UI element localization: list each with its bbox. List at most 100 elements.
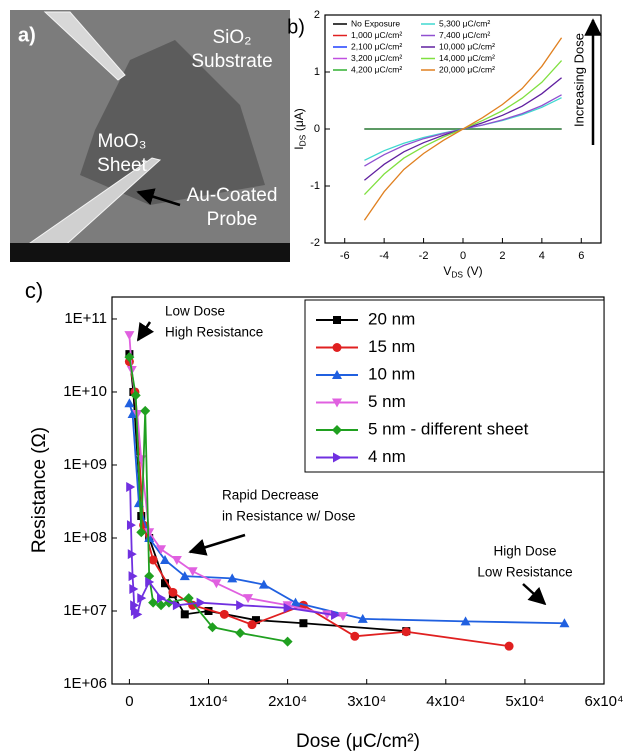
x-tick-label: 0 — [125, 693, 133, 710]
sem-image: a) SiO₂ Substrate MoO₃ Sheet Au-Coated P… — [10, 10, 290, 262]
marker — [504, 641, 514, 651]
y-tick-label: 1E+09 — [63, 456, 107, 473]
marker — [183, 593, 194, 604]
annotation: in Resistance w/ Dose — [222, 509, 356, 524]
marker — [227, 573, 238, 583]
y-axis-title: Resistance (Ω) — [29, 427, 50, 553]
annotation: Sheet — [97, 155, 147, 176]
legend-marker — [332, 425, 342, 435]
marker — [137, 593, 147, 604]
x-tick-label: 4 — [539, 250, 545, 262]
legend-label: 5 nm — [368, 392, 406, 411]
x-axis-title-unit: (V) — [467, 264, 483, 278]
y-tick-label: -2 — [310, 237, 320, 249]
legend-label: 20,000 μC/cm² — [439, 64, 495, 74]
legend-box — [304, 299, 605, 473]
x-axis-title-main: V — [443, 264, 451, 278]
marker — [235, 627, 246, 638]
annotation: Substrate — [191, 51, 272, 72]
marker — [290, 597, 301, 607]
marker — [196, 597, 206, 608]
legend-marker — [332, 398, 342, 408]
x-tick-label: 4x10⁴ — [426, 693, 465, 710]
marker — [127, 549, 137, 560]
marker — [160, 579, 169, 588]
marker — [322, 610, 333, 620]
marker — [124, 331, 135, 341]
panel-label: a) — [18, 24, 36, 46]
legend-label: 7,400 μC/cm² — [439, 30, 490, 40]
marker — [258, 579, 269, 589]
plot-frame — [111, 296, 605, 685]
marker — [331, 610, 341, 621]
probe-top — [43, 11, 126, 81]
y-tick-label: 1E+10 — [63, 383, 107, 400]
marker — [127, 408, 138, 418]
y-tick-label: 0 — [314, 123, 320, 135]
x-tick-label: -2 — [419, 250, 429, 262]
panel-label: b) — [287, 16, 305, 38]
marker — [350, 631, 360, 641]
marker — [243, 594, 254, 604]
marker — [129, 584, 139, 595]
marker — [219, 609, 229, 619]
marker — [126, 481, 136, 492]
legend-label: 15 nm — [368, 337, 415, 356]
x-tick-label: 2x10⁴ — [268, 693, 307, 710]
y-tick-label: 2 — [314, 9, 320, 21]
marker — [156, 600, 167, 611]
legend-label: 3,200 μC/cm² — [351, 53, 402, 63]
legend-label: 5 nm - different sheet — [368, 419, 529, 438]
marker — [156, 545, 167, 555]
legend-marker — [333, 316, 341, 324]
marker — [172, 600, 182, 611]
annotation: Probe — [207, 209, 258, 230]
legend-label: 14,000 μC/cm² — [439, 53, 495, 63]
y-axis-title-sub: DS — [298, 134, 308, 146]
legend-label: No Exposure — [351, 18, 400, 28]
y-tick-label: 1E+08 — [63, 529, 107, 546]
marker — [357, 613, 368, 623]
marker — [171, 555, 182, 565]
marker — [187, 567, 198, 577]
legend-label: 10 nm — [368, 364, 415, 383]
marker — [124, 398, 135, 408]
marker — [159, 554, 170, 564]
marker — [251, 616, 260, 625]
marker — [140, 405, 151, 416]
flake — [80, 40, 265, 205]
x-tick-label: -6 — [340, 250, 350, 262]
annotation: Au-Coated — [187, 185, 278, 206]
annotation: SiO₂ — [212, 27, 251, 48]
x-tick-label: 3x10⁴ — [347, 693, 386, 710]
marker — [236, 600, 246, 611]
annotation: Low Resistance — [477, 565, 572, 580]
legend-marker — [332, 370, 342, 379]
y-axis-title-main: I — [292, 146, 306, 149]
marker — [124, 352, 135, 363]
info-bar — [10, 243, 290, 262]
series-line — [128, 357, 288, 643]
series-line — [129, 486, 336, 617]
legend-marker — [332, 343, 342, 352]
annotation: Increasing Dose — [571, 33, 586, 127]
marker — [282, 636, 293, 647]
y-tick-label: 1 — [314, 66, 320, 78]
y-tick-label: 1E+11 — [64, 310, 107, 327]
y-tick-label: -1 — [310, 180, 320, 192]
x-axis-title-sub: DS — [451, 270, 463, 280]
marker — [148, 555, 158, 565]
marker — [337, 612, 348, 622]
marker — [144, 532, 155, 542]
y-axis-title: IDS (μA) — [292, 108, 308, 150]
marker — [559, 618, 570, 628]
annotation: Rapid Decrease — [222, 488, 319, 503]
annotation: High Resistance — [165, 325, 263, 340]
legend-label: 4 nm — [368, 447, 406, 466]
marker — [128, 571, 138, 582]
legend-marker — [333, 452, 342, 463]
panel-label: c) — [25, 278, 43, 303]
y-tick-label: 1E+07 — [63, 602, 107, 619]
